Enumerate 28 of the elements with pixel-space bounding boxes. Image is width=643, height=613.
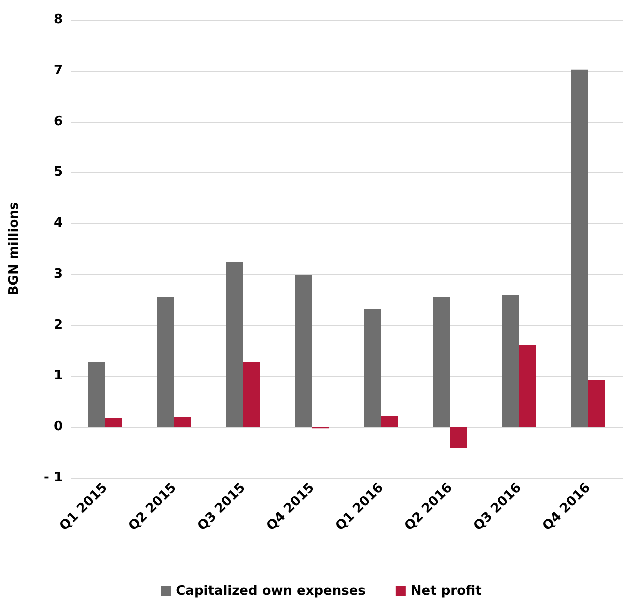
y-axis-title: BGN millions xyxy=(7,202,22,296)
bar xyxy=(244,362,260,428)
bar xyxy=(382,416,398,428)
bar xyxy=(520,345,536,428)
bar xyxy=(226,262,244,428)
bar xyxy=(106,418,122,428)
bar xyxy=(364,309,382,428)
y-tick-label: 5 xyxy=(54,165,63,180)
legend-label: Net profit xyxy=(410,584,482,599)
bar xyxy=(174,417,192,428)
bar xyxy=(296,275,312,428)
bar xyxy=(450,427,468,448)
legend-label: Capitalized own expenses xyxy=(176,584,366,599)
bar xyxy=(434,297,450,428)
bar xyxy=(572,70,588,428)
y-tick-label: 4 xyxy=(54,216,63,232)
bar xyxy=(502,295,520,428)
y-tick-label: 0 xyxy=(54,420,63,435)
bar xyxy=(158,297,174,428)
y-tick-label: 6 xyxy=(54,114,63,130)
y-tick-label: 8 xyxy=(54,12,63,28)
y-tick-label: 3 xyxy=(54,266,63,282)
bar xyxy=(588,380,606,428)
bar xyxy=(88,362,106,428)
y-tick-label: 7 xyxy=(54,63,63,78)
y-tick-label: 1 xyxy=(54,368,63,384)
y-tick-label: 2 xyxy=(54,318,63,333)
y-tick-label: - 1 xyxy=(44,470,63,486)
